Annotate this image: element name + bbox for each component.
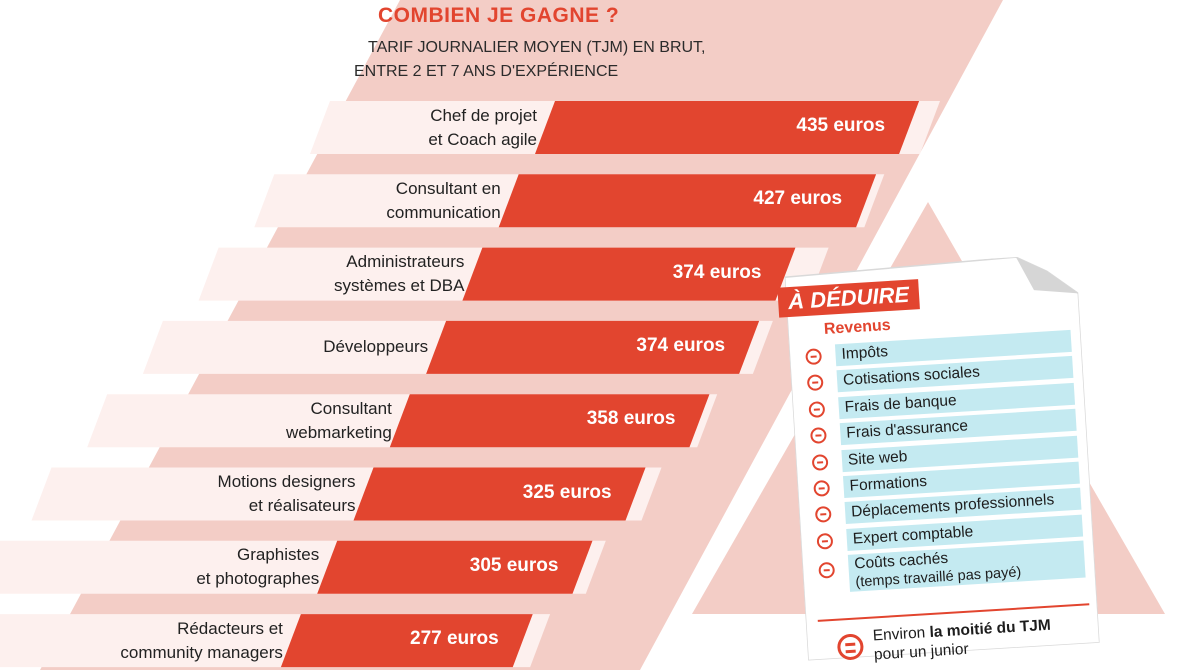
value-label: 374 euros: [672, 261, 762, 283]
value-label: 435 euros: [796, 115, 886, 136]
category-label-line: Développeurs: [323, 337, 429, 357]
bar: [317, 540, 593, 594]
bar: [353, 467, 646, 521]
value-label: 358 euros: [586, 408, 676, 430]
category-label: Administrateurs systèmes et DBA: [334, 250, 464, 298]
category-label-line: et photographes: [196, 569, 320, 589]
category-label-line: Graphistes: [237, 545, 320, 565]
category-label: Graphistes et photographes: [196, 543, 319, 591]
category-label-line: webmarketing: [285, 422, 392, 442]
category-label-line: Administrateurs: [346, 252, 465, 272]
category-label-line: Chef de projet: [430, 105, 537, 125]
value-label: 427 euros: [753, 188, 843, 210]
value-label: 305 euros: [469, 554, 559, 576]
category-label: Chef de projet et Coach agile: [428, 104, 537, 152]
bar: [462, 247, 796, 301]
chart-subtitle: TARIF JOURNALIER MOYEN (TJM) EN BRUT, EN…: [354, 36, 774, 84]
category-label-line: systèmes et DBA: [334, 276, 465, 296]
category-label-line: Consultant en: [395, 178, 501, 198]
subtitle-line: ENTRE 2 ET 7 ANS D'EXPÉRIENCE: [354, 63, 619, 80]
deductions-note: À DÉDUIRE Revenus Impôts Cotisations soci…: [777, 253, 1100, 664]
category-label: Motions designers et réalisateurs: [218, 470, 356, 518]
bar: [498, 174, 877, 228]
category-label: Rédacteurs et community managers: [120, 617, 283, 665]
category-label: Développeurs: [323, 335, 428, 359]
category-label-line: communication: [386, 202, 501, 222]
category-label: Consultant webmarketing: [286, 397, 392, 445]
value-label: 374 euros: [636, 334, 726, 356]
value-label: 277 euros: [410, 628, 499, 650]
category-label-line: et Coach agile: [428, 129, 537, 149]
category-label-line: Motions designers: [217, 472, 356, 491]
category-label-line: et réalisateurs: [248, 496, 356, 515]
category-label-line: Rédacteurs et: [177, 618, 283, 638]
value-label: 325 euros: [522, 481, 612, 503]
subtitle-line: TARIF JOURNALIER MOYEN (TJM) EN BRUT,: [368, 39, 706, 56]
bar: [426, 320, 760, 374]
category-label-line: community managers: [120, 642, 283, 662]
chart-title: COMBIEN JE GAGNE ?: [378, 4, 620, 27]
summary-prefix: Environ: [872, 624, 931, 645]
bar: [280, 614, 533, 668]
bar: [389, 394, 710, 448]
bar: [535, 101, 920, 154]
category-label: Consultant en communication: [386, 177, 500, 225]
category-label-line: Consultant: [310, 398, 392, 418]
